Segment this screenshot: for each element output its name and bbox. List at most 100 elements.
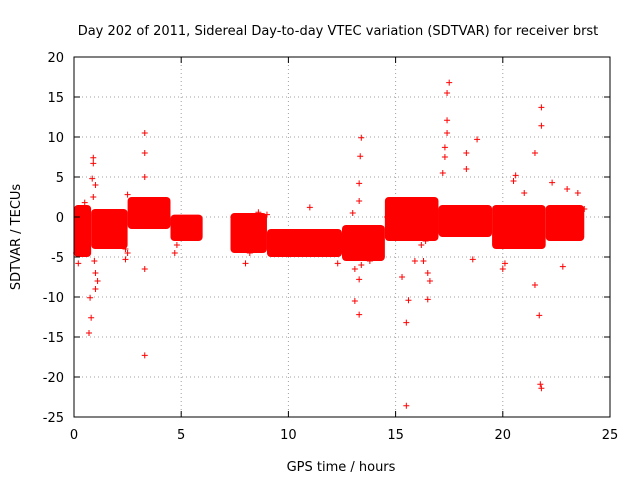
data-point	[86, 330, 93, 336]
data-point	[347, 234, 354, 240]
data-point	[141, 174, 148, 180]
axis-ticks: 0 5 10 15 20 25 -25 -20 -15 -10 -5 0 5 10 15 20	[43, 51, 619, 443]
data-point	[141, 150, 148, 156]
data-point	[91, 258, 98, 264]
y-tick-label: -10	[43, 291, 64, 306]
data-point	[87, 294, 94, 301]
data-bulk-band	[170, 214, 203, 241]
data-point	[510, 178, 517, 184]
x-tick-label: 10	[280, 428, 297, 443]
plot-frame	[73, 56, 611, 418]
data-point	[564, 186, 571, 192]
y-tick-label: 10	[47, 131, 64, 146]
data-point	[392, 218, 399, 224]
data-point	[422, 238, 429, 244]
data-point	[444, 90, 451, 96]
data-point	[403, 319, 410, 326]
data-point	[88, 314, 95, 321]
data-point	[351, 298, 358, 304]
data-point	[334, 260, 341, 267]
data-point	[356, 180, 363, 187]
data-point	[358, 134, 365, 141]
data-point	[399, 274, 406, 280]
data-bulk-band	[230, 213, 267, 253]
data-point	[538, 104, 545, 111]
data-point	[122, 256, 129, 263]
x-tick-label: 15	[387, 428, 404, 443]
data-points	[73, 79, 588, 409]
data-point	[444, 117, 451, 124]
data-point	[263, 211, 270, 218]
data-point	[89, 175, 96, 182]
y-axis-label: SDTVAR / TECUs	[9, 184, 24, 291]
y-tick-label: -20	[43, 371, 64, 386]
data-point	[141, 130, 148, 136]
data-point	[463, 150, 470, 156]
data-point	[474, 136, 481, 143]
x-tick-label: 25	[602, 428, 619, 443]
data-bulk-band	[342, 225, 385, 261]
data-point	[441, 144, 448, 151]
data-point	[384, 214, 391, 220]
y-tick-label: 5	[56, 171, 64, 186]
data-point	[439, 170, 446, 176]
data-point	[531, 282, 538, 288]
data-bulk-band	[492, 205, 546, 249]
data-point	[90, 160, 97, 167]
data-point	[405, 297, 412, 304]
data-point	[469, 256, 476, 263]
data-point	[521, 190, 528, 196]
data-bulk-band	[438, 205, 493, 237]
x-axis-label: GPS time / hours	[287, 460, 396, 475]
data-point	[358, 262, 365, 268]
data-point	[124, 191, 131, 198]
data-point	[357, 153, 364, 160]
data-point	[444, 130, 451, 136]
data-point	[537, 381, 544, 388]
data-point	[255, 209, 262, 216]
data-point	[501, 260, 508, 267]
data-point	[92, 270, 99, 276]
data-point	[426, 278, 433, 284]
y-tick-label: -25	[43, 411, 64, 426]
y-tick-label: 20	[47, 51, 64, 66]
data-point	[81, 199, 88, 206]
data-bulk-band	[127, 197, 171, 229]
data-point	[549, 179, 556, 186]
data-point	[441, 154, 448, 160]
data-point	[75, 260, 82, 267]
chart-title: Day 202 of 2011, Sidereal Day-to-day VTE…	[78, 24, 599, 39]
data-point	[306, 204, 313, 211]
data-point	[356, 198, 363, 204]
data-bulk-band	[266, 229, 342, 257]
data-bulk-band	[74, 205, 92, 257]
data-point	[90, 154, 97, 161]
data-point	[418, 242, 425, 248]
data-point	[424, 270, 431, 276]
data-point	[420, 258, 427, 264]
data-point	[349, 210, 356, 216]
data-point	[94, 278, 101, 284]
data-point	[141, 352, 148, 359]
data-point	[411, 258, 418, 264]
data-point	[366, 258, 373, 264]
data-bulk-bands	[74, 197, 585, 261]
data-point	[92, 286, 99, 292]
data-point	[356, 311, 363, 318]
data-bulk-band	[545, 205, 585, 241]
data-point	[122, 246, 129, 252]
data-point	[424, 296, 431, 303]
data-point	[559, 263, 566, 270]
data-point	[531, 150, 538, 156]
x-tick-label: 20	[495, 428, 512, 443]
data-point	[499, 266, 506, 272]
data-point	[173, 242, 180, 248]
data-point	[574, 190, 581, 196]
x-tick-label: 0	[70, 428, 78, 443]
data-point	[246, 250, 253, 256]
data-point	[512, 172, 519, 179]
y-tick-label: 0	[56, 211, 64, 226]
data-point	[90, 194, 97, 200]
data-point	[536, 312, 543, 319]
